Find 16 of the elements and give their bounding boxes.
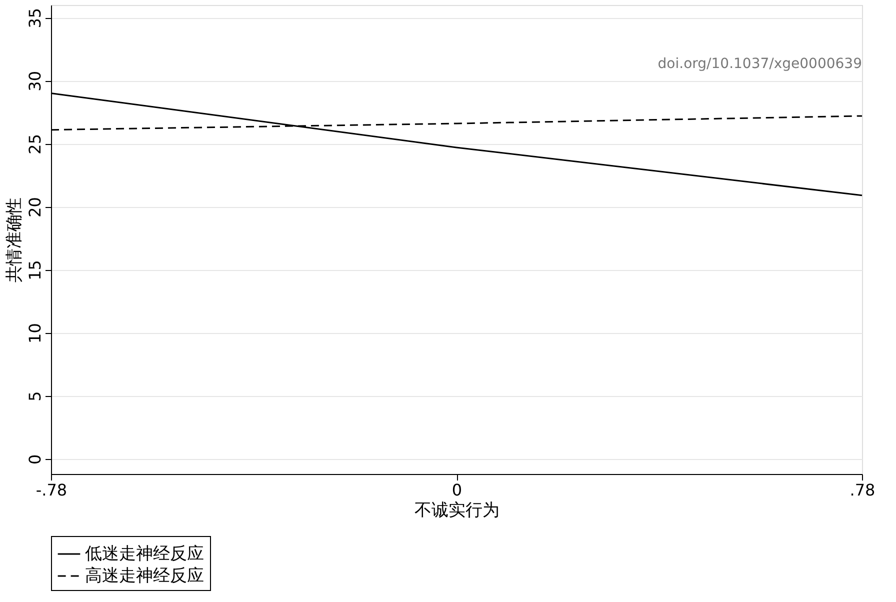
y-axis-title: 共情准确性: [4, 198, 24, 282]
y-tick-label: 20: [26, 197, 44, 218]
y-tick-label: 25: [26, 134, 44, 154]
x-tick-label: .78: [850, 480, 876, 500]
x-tick-label: -.78: [36, 480, 68, 500]
legend-label: 高迷走神经反应: [85, 566, 204, 586]
y-tick-label: 35: [26, 8, 44, 28]
x-axis-title: 不诚实行为: [414, 500, 500, 520]
legend-label: 低迷走神经反应: [85, 544, 204, 564]
annotation: doi.org/10.1037/xge0000639: [658, 56, 862, 72]
y-tick-label: 0: [26, 454, 44, 464]
y-tick-label: 5: [26, 391, 44, 402]
y-tick-label: 10: [26, 323, 44, 344]
y-tick-label: 30: [26, 70, 44, 92]
x-tick-label: 0: [452, 480, 462, 500]
y-tick-label: 15: [26, 260, 44, 280]
